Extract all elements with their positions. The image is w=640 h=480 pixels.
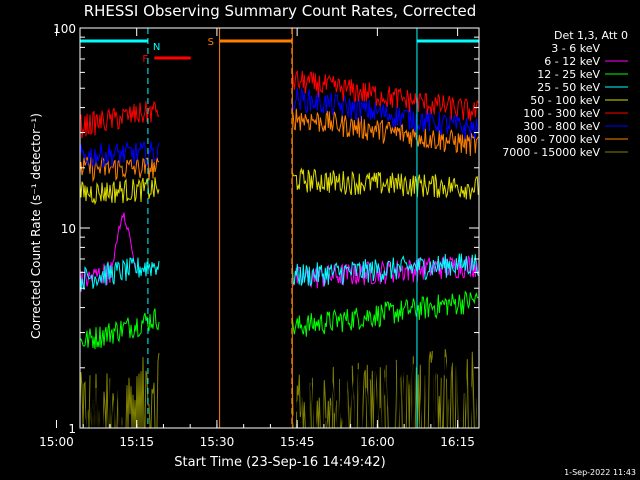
marker-layer: NF S bbox=[80, 28, 480, 428]
x-tick-label: 16:00 bbox=[360, 435, 395, 449]
legend-label: 100 - 300 keV bbox=[523, 107, 600, 120]
series-100-300-kev-line-1 bbox=[291, 69, 479, 121]
x-tick-label: 15:30 bbox=[200, 435, 235, 449]
legend-label: 25 - 50 keV bbox=[537, 81, 600, 94]
x-tick-label: 15:00 bbox=[39, 435, 74, 449]
x-tick-label: 15:15 bbox=[119, 435, 154, 449]
y-axis-label: Corrected Count Rate (s⁻¹ detector⁻¹) bbox=[29, 113, 43, 339]
x-axis-label: Start Time (23-Sep-16 14:49:42) bbox=[174, 455, 385, 470]
x-tick-label: 16:15 bbox=[440, 435, 475, 449]
x-tick-label: 15:45 bbox=[280, 435, 315, 449]
legend-label: 3 - 6 keV bbox=[551, 42, 600, 55]
series-100-300-kev-line-0 bbox=[79, 100, 160, 139]
series-12-25-kev-line-1 bbox=[291, 290, 479, 337]
series-300-800-kev-line-0 bbox=[79, 141, 160, 169]
series-3-6-kev-line-0 bbox=[80, 354, 124, 429]
timestamp: 1-Sep-2022 11:43 bbox=[564, 468, 636, 477]
legend-label: 7000 - 15000 keV bbox=[502, 146, 600, 159]
marker-s-label: S bbox=[208, 37, 214, 48]
legend-label: 300 - 800 keV bbox=[523, 120, 600, 133]
series-6-12-kev-line-1 bbox=[292, 255, 479, 289]
data-layer bbox=[79, 69, 479, 429]
y-tick-label: 1 bbox=[68, 422, 76, 436]
series-800-7000-kev-line-1 bbox=[291, 108, 479, 157]
marker-n-label: N bbox=[153, 42, 160, 53]
series-50-100-kev-line-1 bbox=[291, 167, 479, 200]
axis-layer: 15:00 15:15 15:30 15:45 16:00 16:15 1 10 100 bbox=[39, 22, 480, 449]
chart-title: RHESSI Observing Summary Count Rates, Co… bbox=[84, 2, 477, 20]
series-25-50-kev-line-0 bbox=[79, 257, 160, 291]
series-300-800-kev-line-1 bbox=[291, 87, 479, 140]
marker-f-label: F bbox=[142, 54, 148, 65]
series-6-12-kev-line-0 bbox=[79, 212, 136, 293]
legend-label: 12 - 25 keV bbox=[537, 68, 600, 81]
legend-label: 6 - 12 keV bbox=[544, 55, 600, 68]
legend-label: 50 - 100 keV bbox=[530, 94, 600, 107]
legend-label: 800 - 7000 keV bbox=[516, 133, 600, 146]
series-12-25-kev-line-0 bbox=[79, 308, 160, 350]
series-50-100-kev-line-0 bbox=[79, 177, 160, 206]
series-25-50-kev-line-1 bbox=[291, 253, 479, 287]
y-tick-label: 100 bbox=[53, 22, 76, 36]
plot-frame bbox=[79, 27, 480, 429]
y-tick-label: 10 bbox=[61, 222, 76, 236]
legend-title: Det 1,3, Att 0 bbox=[554, 29, 628, 42]
